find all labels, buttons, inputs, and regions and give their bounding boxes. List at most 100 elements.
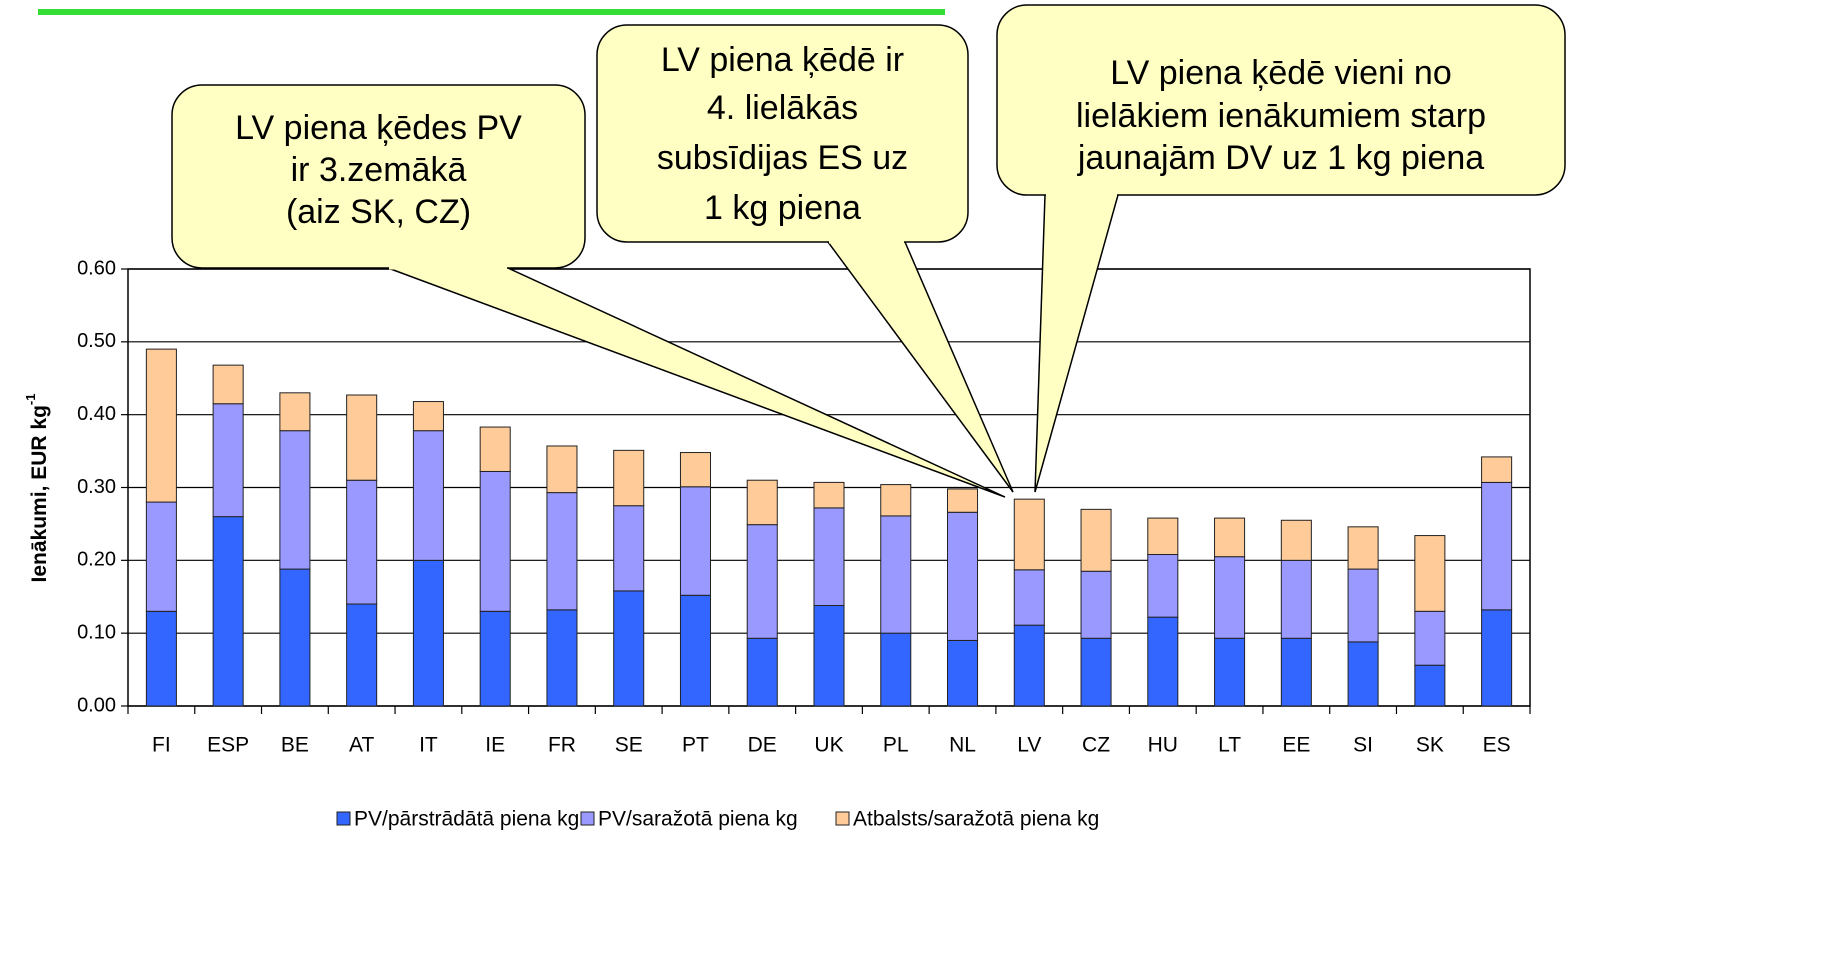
bar-segment xyxy=(145,348,177,503)
bar-segment xyxy=(746,479,778,526)
callout-tail xyxy=(1034,194,1119,493)
legend-label: Atbalsts/saražotā piena kg xyxy=(853,808,1099,831)
y-tick-label: 0.40 xyxy=(77,403,116,425)
callout-text: ir 3.zemākā xyxy=(291,151,467,189)
x-tick-label: SI xyxy=(1353,734,1373,757)
bar-segment xyxy=(1147,517,1179,556)
bar-segment xyxy=(1280,559,1312,639)
bar-segment xyxy=(1013,498,1045,571)
y-axis-label-sup: -1 xyxy=(23,394,38,406)
y-axis-label-text: Ienākumi, EUR kg xyxy=(28,405,51,582)
callout-text: subsīdijas ES uz xyxy=(657,139,908,177)
bar-segment xyxy=(746,637,778,707)
bar-segment xyxy=(813,604,845,707)
x-tick-label: IT xyxy=(419,734,438,757)
bar-segment xyxy=(746,524,778,639)
y-tick-label: 0.10 xyxy=(77,621,116,643)
bar-segment xyxy=(1347,568,1379,643)
bar-segment xyxy=(947,488,979,513)
callout: LV piena ķēdē vieni no lielākiem ienākumi… xyxy=(996,4,1566,493)
x-tick-label: NL xyxy=(949,734,976,757)
bar-segment xyxy=(546,609,578,707)
bar-segment xyxy=(1347,641,1379,707)
bar-segment xyxy=(279,430,311,570)
bar-segment xyxy=(412,559,444,707)
bar-segment xyxy=(1481,609,1513,707)
callout-text: lielākiem ienākumiem starp xyxy=(1076,97,1486,135)
x-tick-label: IE xyxy=(485,734,505,757)
x-tick-label: SK xyxy=(1416,734,1444,757)
bar-segment xyxy=(947,639,979,707)
bar-segment xyxy=(1280,637,1312,707)
bar-segment xyxy=(479,426,511,472)
bar-segment xyxy=(546,492,578,611)
bar-segment xyxy=(212,516,244,707)
callout-tail xyxy=(387,267,1006,498)
x-tick-label: FR xyxy=(548,734,576,757)
callout-box xyxy=(171,84,586,269)
bar-segment xyxy=(346,479,378,605)
bar-segment xyxy=(679,452,711,488)
bar-segment xyxy=(1214,637,1246,707)
x-tick-label: ESP xyxy=(207,734,249,757)
legend-label: PV/saražotā piena kg xyxy=(598,808,798,831)
x-tick-label: HU xyxy=(1148,734,1178,757)
bar-segment xyxy=(546,445,578,494)
bar-segment xyxy=(679,486,711,596)
legend-swatch xyxy=(835,811,850,826)
bar-segment xyxy=(1280,519,1312,561)
legend-swatch xyxy=(580,811,595,826)
x-tick-label: ES xyxy=(1483,734,1511,757)
x-tick-label: BE xyxy=(281,734,309,757)
callout-tail xyxy=(827,241,1014,493)
callout-text: jaunajām DV uz 1 kg piena xyxy=(1077,139,1484,177)
callout-text: 4. lielākās xyxy=(707,89,858,127)
y-tick-label: 0.30 xyxy=(77,476,116,498)
bar-segment xyxy=(1147,616,1179,707)
bar-segment xyxy=(880,515,912,634)
callout: LV piena ķēdes PV ir 3.zemākā (aiz SK, CZ) xyxy=(171,84,1006,498)
callout-box xyxy=(596,24,969,243)
bar-segment xyxy=(1080,570,1112,639)
bar-segment xyxy=(1347,526,1379,570)
y-tick-label: 0.00 xyxy=(77,694,116,716)
bar-segment xyxy=(1414,664,1446,707)
bar-segment xyxy=(412,430,444,561)
bar-segment xyxy=(679,594,711,707)
bar-segment xyxy=(813,507,845,606)
bar-segment xyxy=(212,403,244,518)
bar-segment xyxy=(145,610,177,707)
y-tick-label: 0.50 xyxy=(77,330,116,352)
callout-text: LV piena ķēdē ir xyxy=(661,41,904,79)
callout: LV piena ķēdē ir 4. lielākās subsīdijas ES… xyxy=(596,24,1014,493)
bar-segment xyxy=(613,590,645,707)
bar-segment xyxy=(479,610,511,707)
y-tick-label: 0.60 xyxy=(77,257,116,279)
x-tick-label: PT xyxy=(682,734,709,757)
x-tick-label: UK xyxy=(814,734,843,757)
x-tick-label: PL xyxy=(883,734,909,757)
bar-segment xyxy=(880,484,912,517)
bar-segment xyxy=(279,392,311,432)
callout-text: 1 kg piena xyxy=(704,189,861,227)
x-tick-label: SE xyxy=(615,734,643,757)
callout-text: (aiz SK, CZ) xyxy=(286,193,471,231)
bar-segment xyxy=(212,364,244,405)
x-tick-label: EE xyxy=(1282,734,1310,757)
bar-segment xyxy=(1147,554,1179,618)
bar-segment xyxy=(1414,535,1446,612)
bar-segment xyxy=(1214,517,1246,558)
bar-segment xyxy=(479,470,511,612)
legend-label: PV/pārstrādātā piena kg xyxy=(354,808,579,831)
x-tick-label: FI xyxy=(152,734,171,757)
bar-segment xyxy=(1013,569,1045,626)
bar-segment xyxy=(1214,556,1246,639)
bar-segment xyxy=(880,632,912,707)
bar-segment xyxy=(1481,481,1513,611)
bar-segment xyxy=(947,511,979,641)
x-tick-label: CZ xyxy=(1082,734,1110,757)
bar-segment xyxy=(346,394,378,481)
bar-segment xyxy=(813,481,845,509)
